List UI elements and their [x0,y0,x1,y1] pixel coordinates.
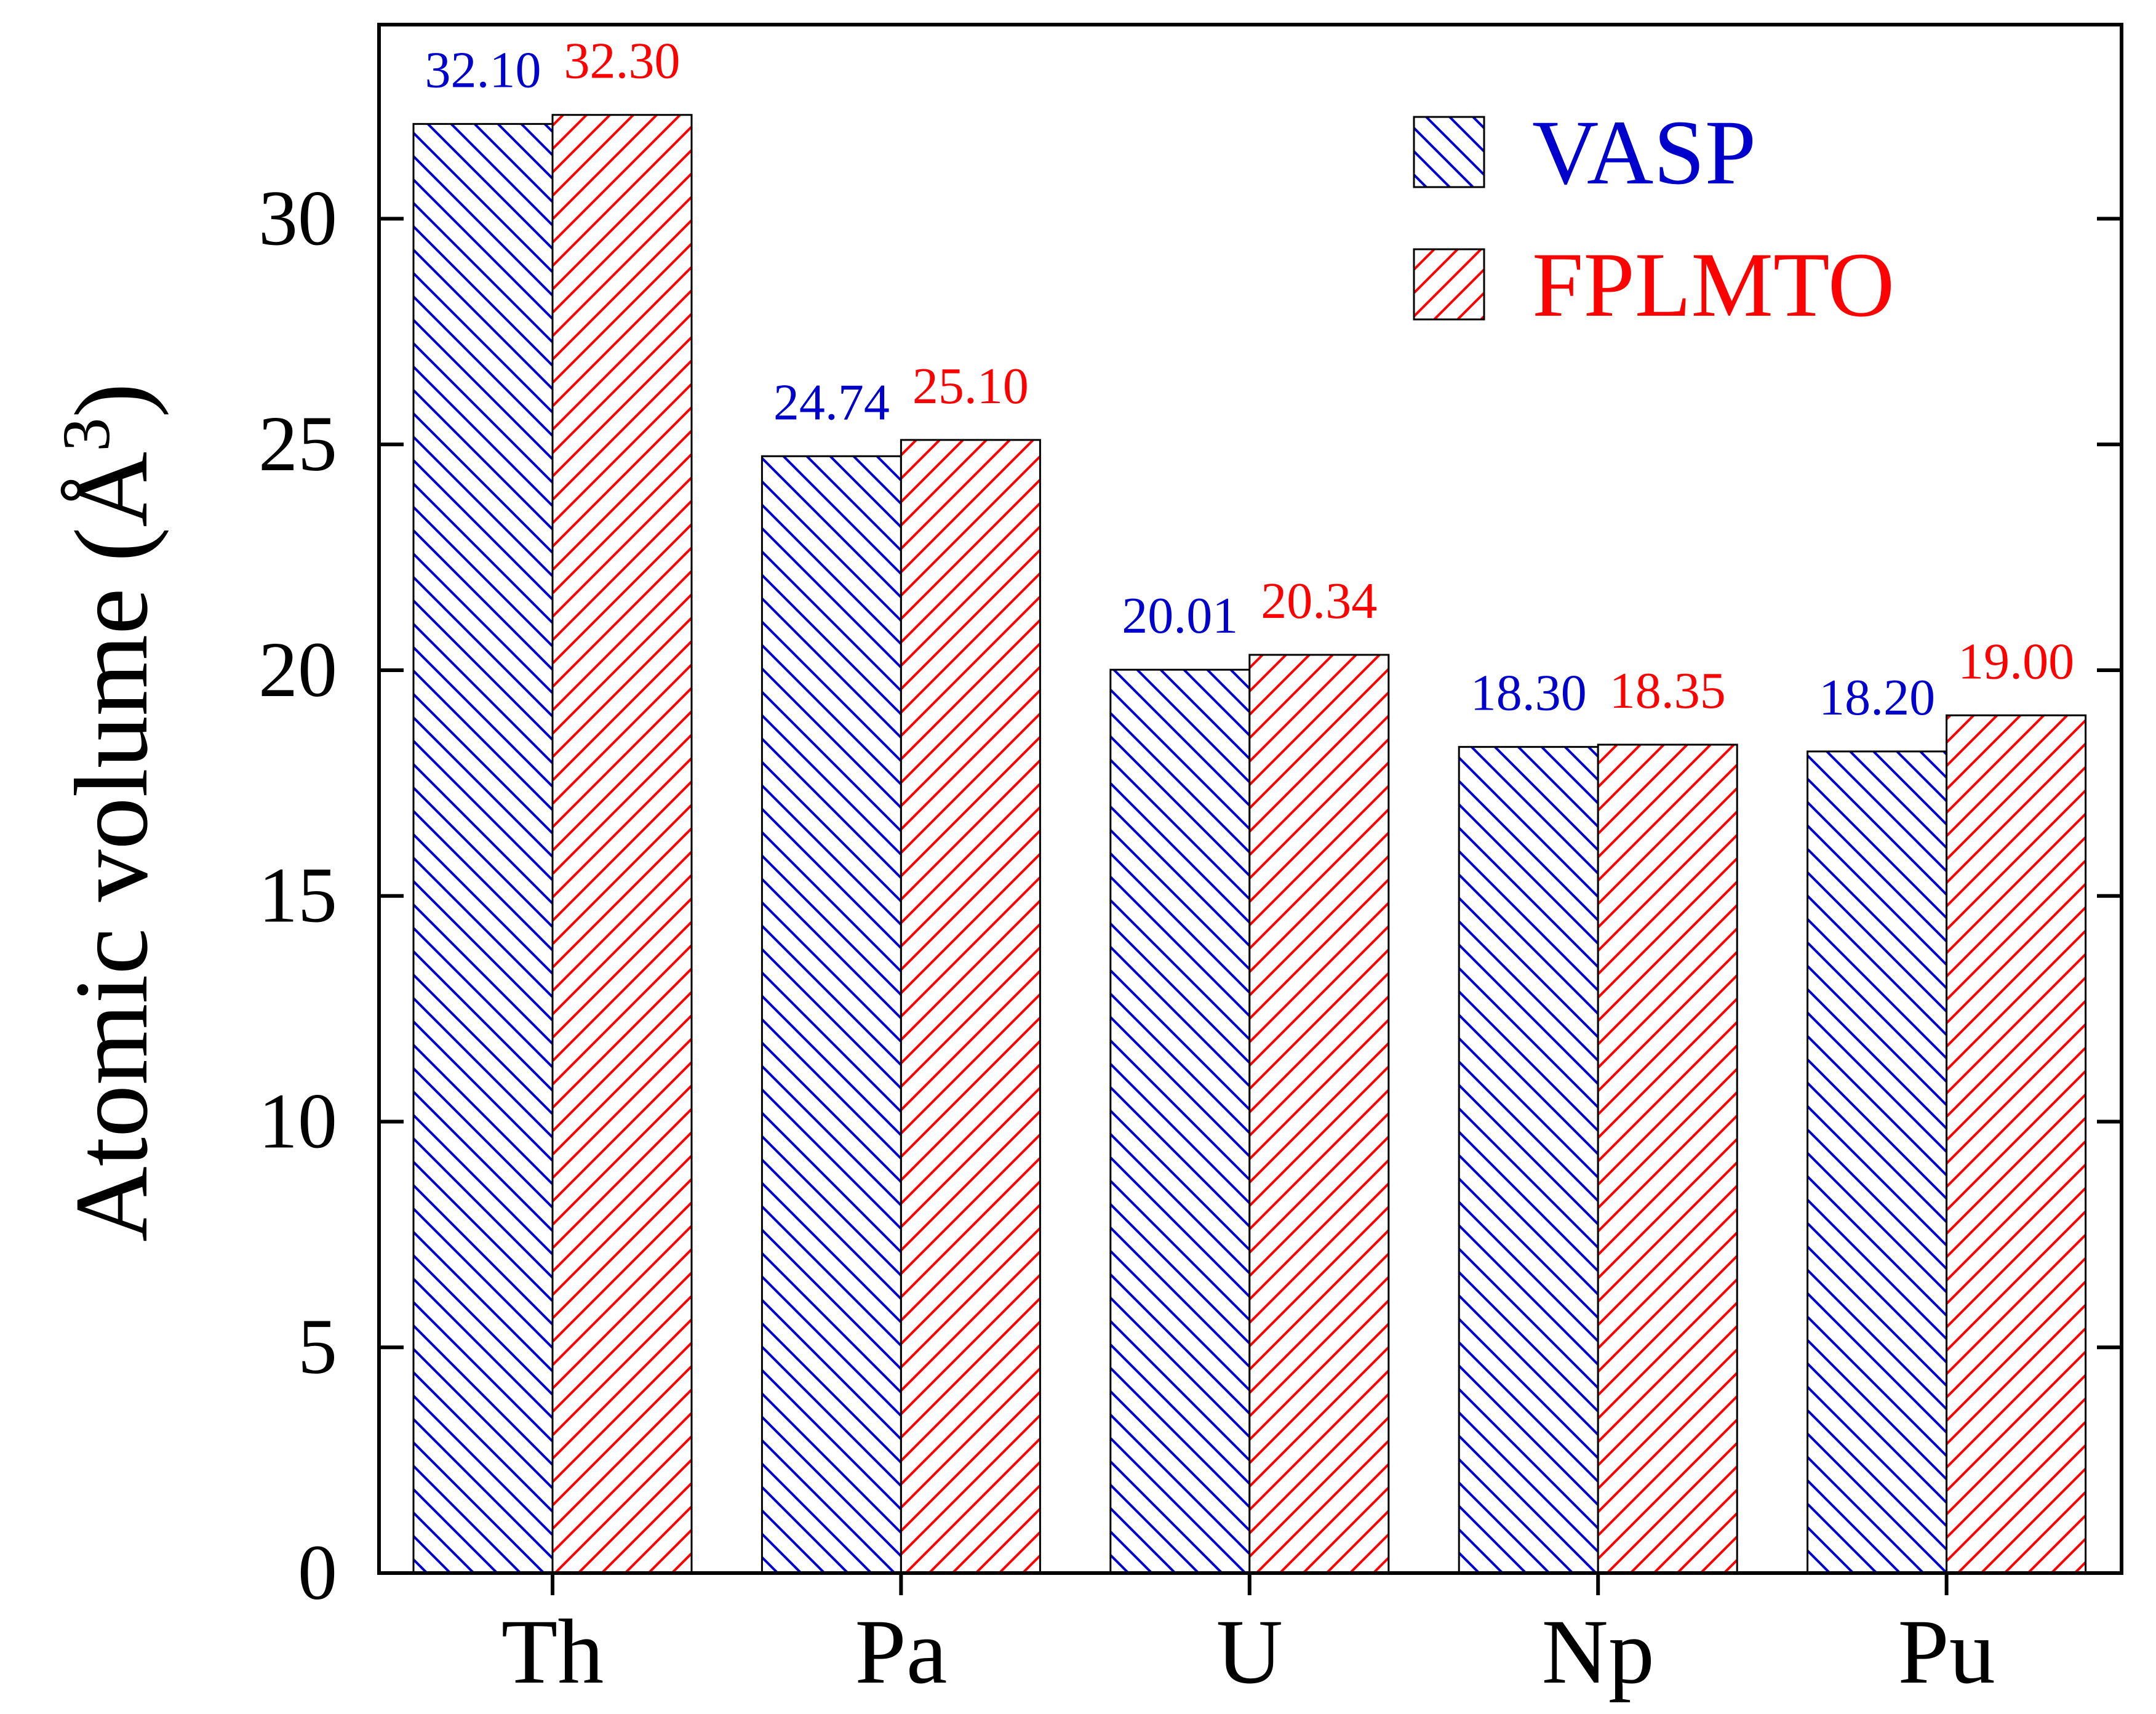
value-label-fplmto-pa: 25.10 [912,358,1029,415]
x-axis: Th Pa U Np Pu [501,1573,1995,1703]
y-tick-label: 0 [298,1529,337,1616]
legend-swatch-vasp [1413,116,1485,188]
y-tick-label: 25 [258,400,337,487]
value-label-vasp-th: 32.10 [425,41,541,98]
bar-vasp-pa [761,455,902,1574]
y-axis-title-close: ) [54,383,169,418]
y-axis-title-main: Atomic volume (Å [54,452,169,1242]
y-axis-title: Atomic volume (Å3) [49,383,169,1242]
legend-swatch-fplmto [1413,248,1485,321]
y-tick-label: 15 [258,852,337,939]
x-tick-label-np: Np [1542,1601,1655,1703]
x-tick-label-u: U [1216,1601,1283,1703]
x-tick-label-th: Th [501,1601,604,1703]
bar-vasp-np [1458,746,1599,1574]
y-axis-title-superscript: 3 [49,418,124,452]
value-labels: 32.10 32.30 24.74 25.10 20.01 20.34 18.30 18.35… [425,33,2075,726]
bar-vasp-th [412,122,554,1574]
value-label-vasp-pu: 18.20 [1819,669,1935,726]
y-tick-label: 10 [258,1077,337,1164]
x-tick-label-pa: Pa [855,1601,947,1703]
value-label-fplmto-pu: 19.00 [1958,633,2074,690]
value-label-fplmto-np: 18.35 [1610,662,1726,719]
value-label-fplmto-u: 20.34 [1261,572,1377,630]
bars [412,114,2087,1574]
y-tick-label: 5 [298,1303,337,1390]
y-tick-label: 20 [258,626,337,713]
value-label-vasp-u: 20.01 [1122,587,1238,644]
legend-label-vasp: VASP [1532,102,1756,204]
bar-fplmto-th [551,114,693,1574]
legend-label-fplmto: FPLMTO [1532,234,1894,336]
value-label-fplmto-th: 32.30 [564,33,681,90]
y-tick-label: 30 [258,174,337,262]
y-axis: 0 5 10 15 20 25 30 [258,174,2122,1616]
bar-fplmto-pa [900,439,1041,1574]
value-label-vasp-pa: 24.74 [773,374,890,431]
x-tick-label-pu: Pu [1898,1601,1995,1703]
bar-fplmto-pu [1946,714,2087,1574]
bar-fplmto-np [1597,743,1738,1574]
bar-vasp-pu [1807,750,1948,1574]
bar-fplmto-u [1248,654,1390,1574]
legend: VASP FPLMTO [1413,102,1894,336]
bar-vasp-u [1109,668,1251,1574]
value-label-vasp-np: 18.30 [1471,665,1587,722]
